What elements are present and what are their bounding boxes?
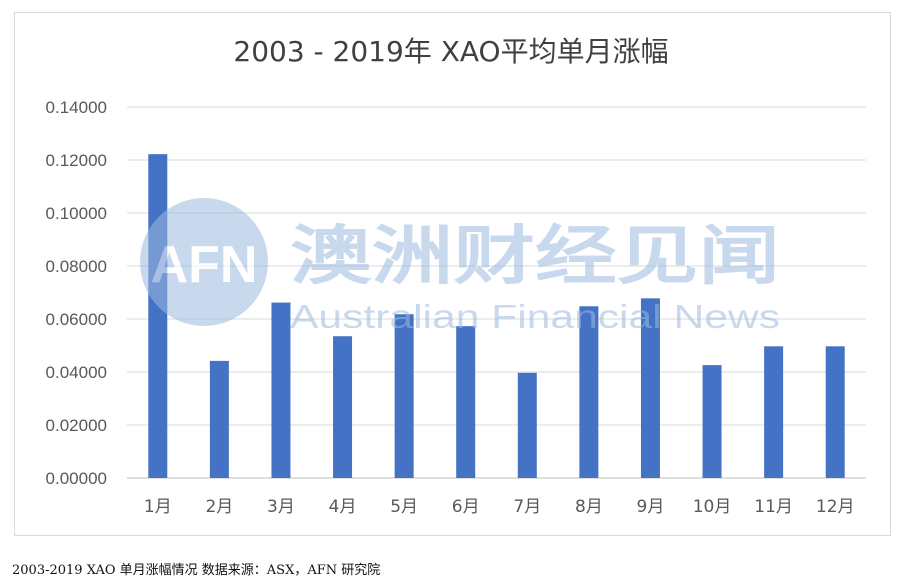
y-tick-label: 0.08000	[46, 257, 107, 276]
x-tick-label: 7月	[513, 497, 541, 517]
x-tick-label: 11月	[754, 497, 793, 517]
bar	[148, 154, 168, 479]
bar	[517, 372, 537, 478]
bar	[825, 346, 845, 478]
x-tick-label: 10月	[693, 497, 732, 517]
chart-plot: 0.00000 0.02000 0.04000 0.06000 0.08000 0.100…	[46, 98, 866, 517]
y-tick-label: 0.06000	[46, 310, 107, 329]
x-tick-label: 8月	[575, 497, 603, 517]
y-tick-label: 0.12000	[46, 151, 107, 170]
bar	[271, 302, 291, 478]
x-tick-label: 9月	[637, 497, 665, 517]
bar	[702, 365, 722, 478]
x-tick-label: 6月	[452, 497, 480, 517]
x-tick-label: 12月	[816, 497, 855, 517]
y-axis-tick-labels: 0.00000 0.02000 0.04000 0.06000 0.08000 0.100…	[46, 98, 107, 488]
x-tick-label: 2月	[205, 497, 233, 517]
x-tick-label: 3月	[267, 497, 295, 517]
y-tick-label: 0.10000	[46, 204, 107, 223]
y-tick-label: 0.04000	[46, 363, 107, 382]
y-tick-label: 0.02000	[46, 416, 107, 435]
bar	[640, 298, 660, 478]
y-tick-label: 0.14000	[46, 98, 107, 117]
chart-title: 2003 - 2019年 XAO平均单月涨幅	[233, 35, 669, 68]
bar-series	[148, 154, 845, 479]
x-tick-label: 5月	[390, 497, 418, 517]
x-axis-tick-labels: 1月 2月 3月 4月 5月 6月 7月 8月 9月 10月 11月 12月	[144, 497, 855, 517]
bar	[764, 346, 784, 478]
bar	[579, 306, 599, 478]
bar	[209, 360, 229, 478]
x-tick-label: 4月	[329, 497, 357, 517]
x-tick-label: 1月	[144, 497, 172, 517]
bar	[394, 314, 414, 478]
bar	[333, 336, 353, 478]
y-tick-label: 0.00000	[46, 469, 107, 488]
gridlines	[127, 106, 866, 479]
bar	[456, 326, 476, 478]
figure-caption: 2003-2019 XAO 单月涨幅情况 数据来源：ASX，AFN 研究院	[12, 563, 381, 578]
